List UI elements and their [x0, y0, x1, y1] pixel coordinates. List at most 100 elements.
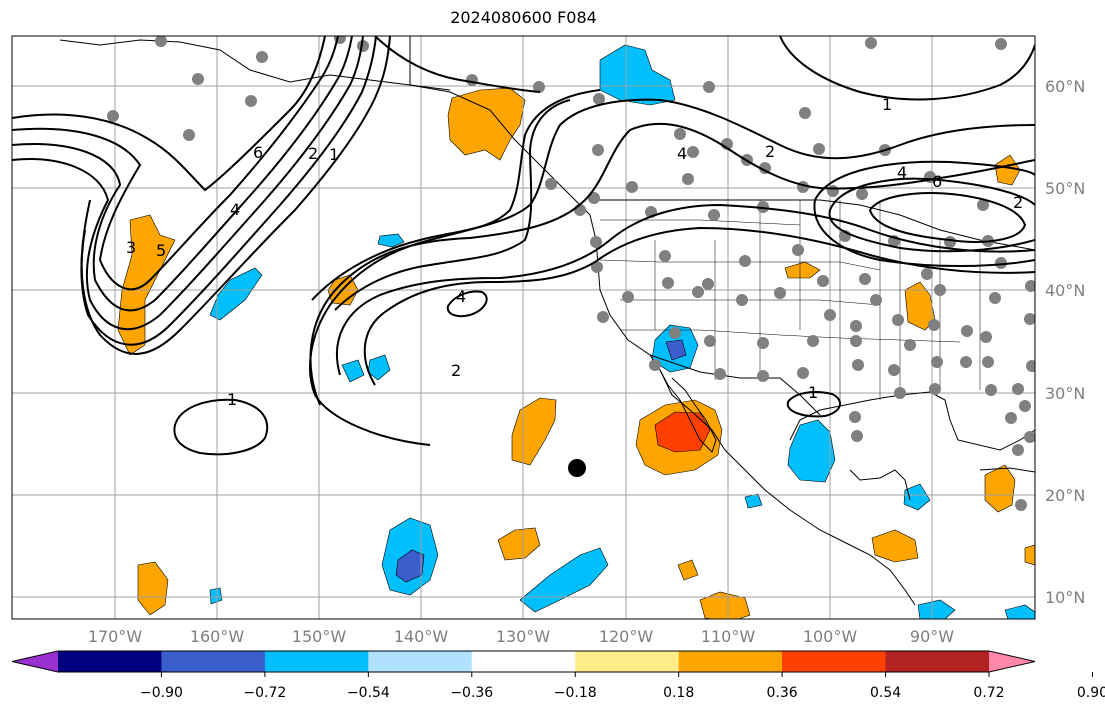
lat-label: 10°N — [1045, 588, 1085, 607]
ridge-contour-5 — [363, 226, 1035, 386]
contour-label-1d: 1 — [882, 95, 892, 114]
contour-label-2c: 2 — [765, 142, 775, 161]
colorbar-tick-label: −0.72 — [243, 685, 286, 701]
orange-area-great-lakes — [994, 154, 1021, 186]
colorbar-segment — [471, 651, 576, 672]
ridge-contour-7 — [309, 98, 1035, 446]
orange-area-southeast-pacific — [699, 591, 751, 619]
colorbar-tick-label: −0.90 — [140, 685, 183, 701]
blue-area-bottom-right-2 — [1004, 604, 1035, 619]
colorbar-segment — [678, 651, 783, 672]
colorbar-outline — [11, 650, 1036, 673]
blue-area-tropical-mexico — [787, 419, 836, 483]
colorbar-tick-label: −0.54 — [347, 685, 390, 701]
contour-label-1c: 1 — [808, 383, 818, 402]
ridge-contour-1 — [374, 36, 541, 93]
colorbar-segment — [161, 651, 266, 672]
lon-label: 110°W — [701, 627, 756, 646]
lat-label: 30°N — [1045, 384, 1085, 403]
longitude-labels: 170°W 160°W 150°W 140°W 130°W 120°W 110°… — [88, 627, 954, 646]
red-area-mexico — [654, 411, 711, 453]
small-high-contour — [446, 290, 488, 318]
colorbar-tick-label: 0.90 — [1077, 685, 1105, 701]
trough-contour-6 — [80, 36, 391, 355]
contour-label-4: 4 — [230, 200, 240, 219]
contour-label-4c: 4 — [677, 144, 687, 163]
contour-label-3: 3 — [126, 238, 136, 257]
alaska-canada-border — [409, 36, 451, 91]
orange-area-gulf-alaska — [447, 87, 526, 161]
colorbar-tick-label: −0.18 — [554, 685, 597, 701]
ridge-contour-3 — [334, 99, 571, 311]
colorbar-extend-max — [989, 651, 1035, 672]
orange-area-small-mexico — [677, 559, 699, 581]
lat-label: 60°N — [1045, 77, 1085, 96]
lon-label: 120°W — [599, 627, 654, 646]
trough-contour-4 — [12, 36, 364, 331]
contour-label-1b: 1 — [227, 390, 237, 409]
orange-area-subtropical-1 — [511, 397, 557, 466]
lon-label: 130°W — [496, 627, 551, 646]
graticule — [12, 36, 1035, 619]
orange-area-gulf — [984, 464, 1016, 513]
lat-label: 50°N — [1045, 179, 1085, 198]
contour-labels: 6 2 1 4 3 5 4 2 4 2 1 1 4 6 2 1 — [126, 95, 1023, 409]
orange-area-tropical-pacific — [497, 527, 541, 561]
blue-area-small-1 — [377, 233, 405, 248]
blue-area-small-2 — [341, 359, 365, 383]
lat-label: 40°N — [1045, 281, 1085, 300]
colorbar-tick-label: −0.36 — [450, 685, 493, 701]
great-lakes-low-contour-2 — [828, 177, 1035, 253]
orange-area-central-america — [871, 529, 919, 563]
blue-area-tropical-pacific-2 — [519, 547, 609, 613]
ridge-contour-2 — [311, 89, 601, 301]
great-lakes-low-contour-1 — [868, 192, 1027, 243]
lon-label: 150°W — [292, 627, 347, 646]
trough-contour-1 — [12, 36, 326, 192]
contour-label-4b: 4 — [456, 287, 466, 306]
colorbar: −0.90 −0.72 −0.54 −0.36 −0.18 0.18 0.36 0.54 0.7… — [11, 650, 1105, 701]
baja-california — [659, 369, 717, 453]
west-coast — [589, 214, 916, 606]
ridge-contour-6 — [309, 122, 1035, 406]
trough-contour-2 — [12, 36, 339, 291]
colorbar-tick-label: 0.72 — [973, 685, 1004, 701]
lon-label: 90°W — [910, 627, 954, 646]
contour-label-5: 5 — [156, 241, 166, 260]
trough-contour-3 — [12, 36, 353, 312]
contour-label-4d: 4 — [897, 163, 907, 182]
pacific-high-contour — [173, 398, 269, 456]
blue-area-bottom-right — [917, 599, 956, 619]
colorbar-tick-label: 0.36 — [767, 685, 798, 701]
blue-area-caribbean — [903, 483, 931, 511]
orange-area-west-pacific — [117, 214, 176, 356]
map-frame — [11, 35, 1036, 620]
trough-contour-5 — [80, 36, 377, 346]
lon-label: 160°W — [190, 627, 245, 646]
blue-area-small-4 — [744, 493, 763, 509]
colorbar-segment — [782, 651, 887, 672]
contour-label-6b: 6 — [932, 172, 942, 191]
latitude-labels: 60°N 50°N 40°N 30°N 20°N 10°N — [1045, 77, 1085, 607]
coastlines — [59, 36, 1035, 606]
lon-label: 140°W — [394, 627, 449, 646]
shaded-fields — [117, 44, 1035, 619]
lat-label: 20°N — [1045, 486, 1085, 505]
darkblue-area-tropical-pacific — [395, 549, 425, 583]
colorbar-segment — [58, 651, 162, 672]
cuba — [979, 467, 1035, 473]
blue-area-small-5 — [209, 587, 223, 605]
darkblue-area-southwest-us — [665, 339, 687, 361]
map-title: 2024080600 F084 — [450, 8, 597, 27]
canada-low-contour-1 — [779, 36, 1035, 101]
station-markers — [107, 36, 1035, 511]
orange-area-small-east — [1024, 544, 1035, 566]
colorbar-tick-label: 0.18 — [663, 685, 694, 701]
contour-label-2d: 2 — [1013, 193, 1023, 212]
contour-label-1: 1 — [329, 145, 339, 164]
contour-label-2b: 2 — [451, 361, 461, 380]
yucatan — [849, 469, 911, 501]
colorbar-segment — [885, 651, 990, 672]
colorbar-segment — [264, 651, 369, 672]
